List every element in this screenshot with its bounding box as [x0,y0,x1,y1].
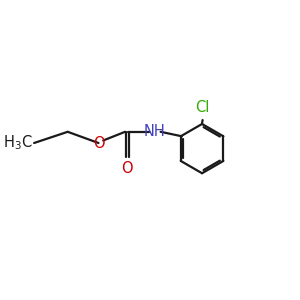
Text: NH: NH [144,124,165,139]
Text: Cl: Cl [195,100,210,115]
Text: O: O [93,136,104,151]
Text: H$_3$C: H$_3$C [3,134,33,152]
Text: O: O [121,161,132,176]
